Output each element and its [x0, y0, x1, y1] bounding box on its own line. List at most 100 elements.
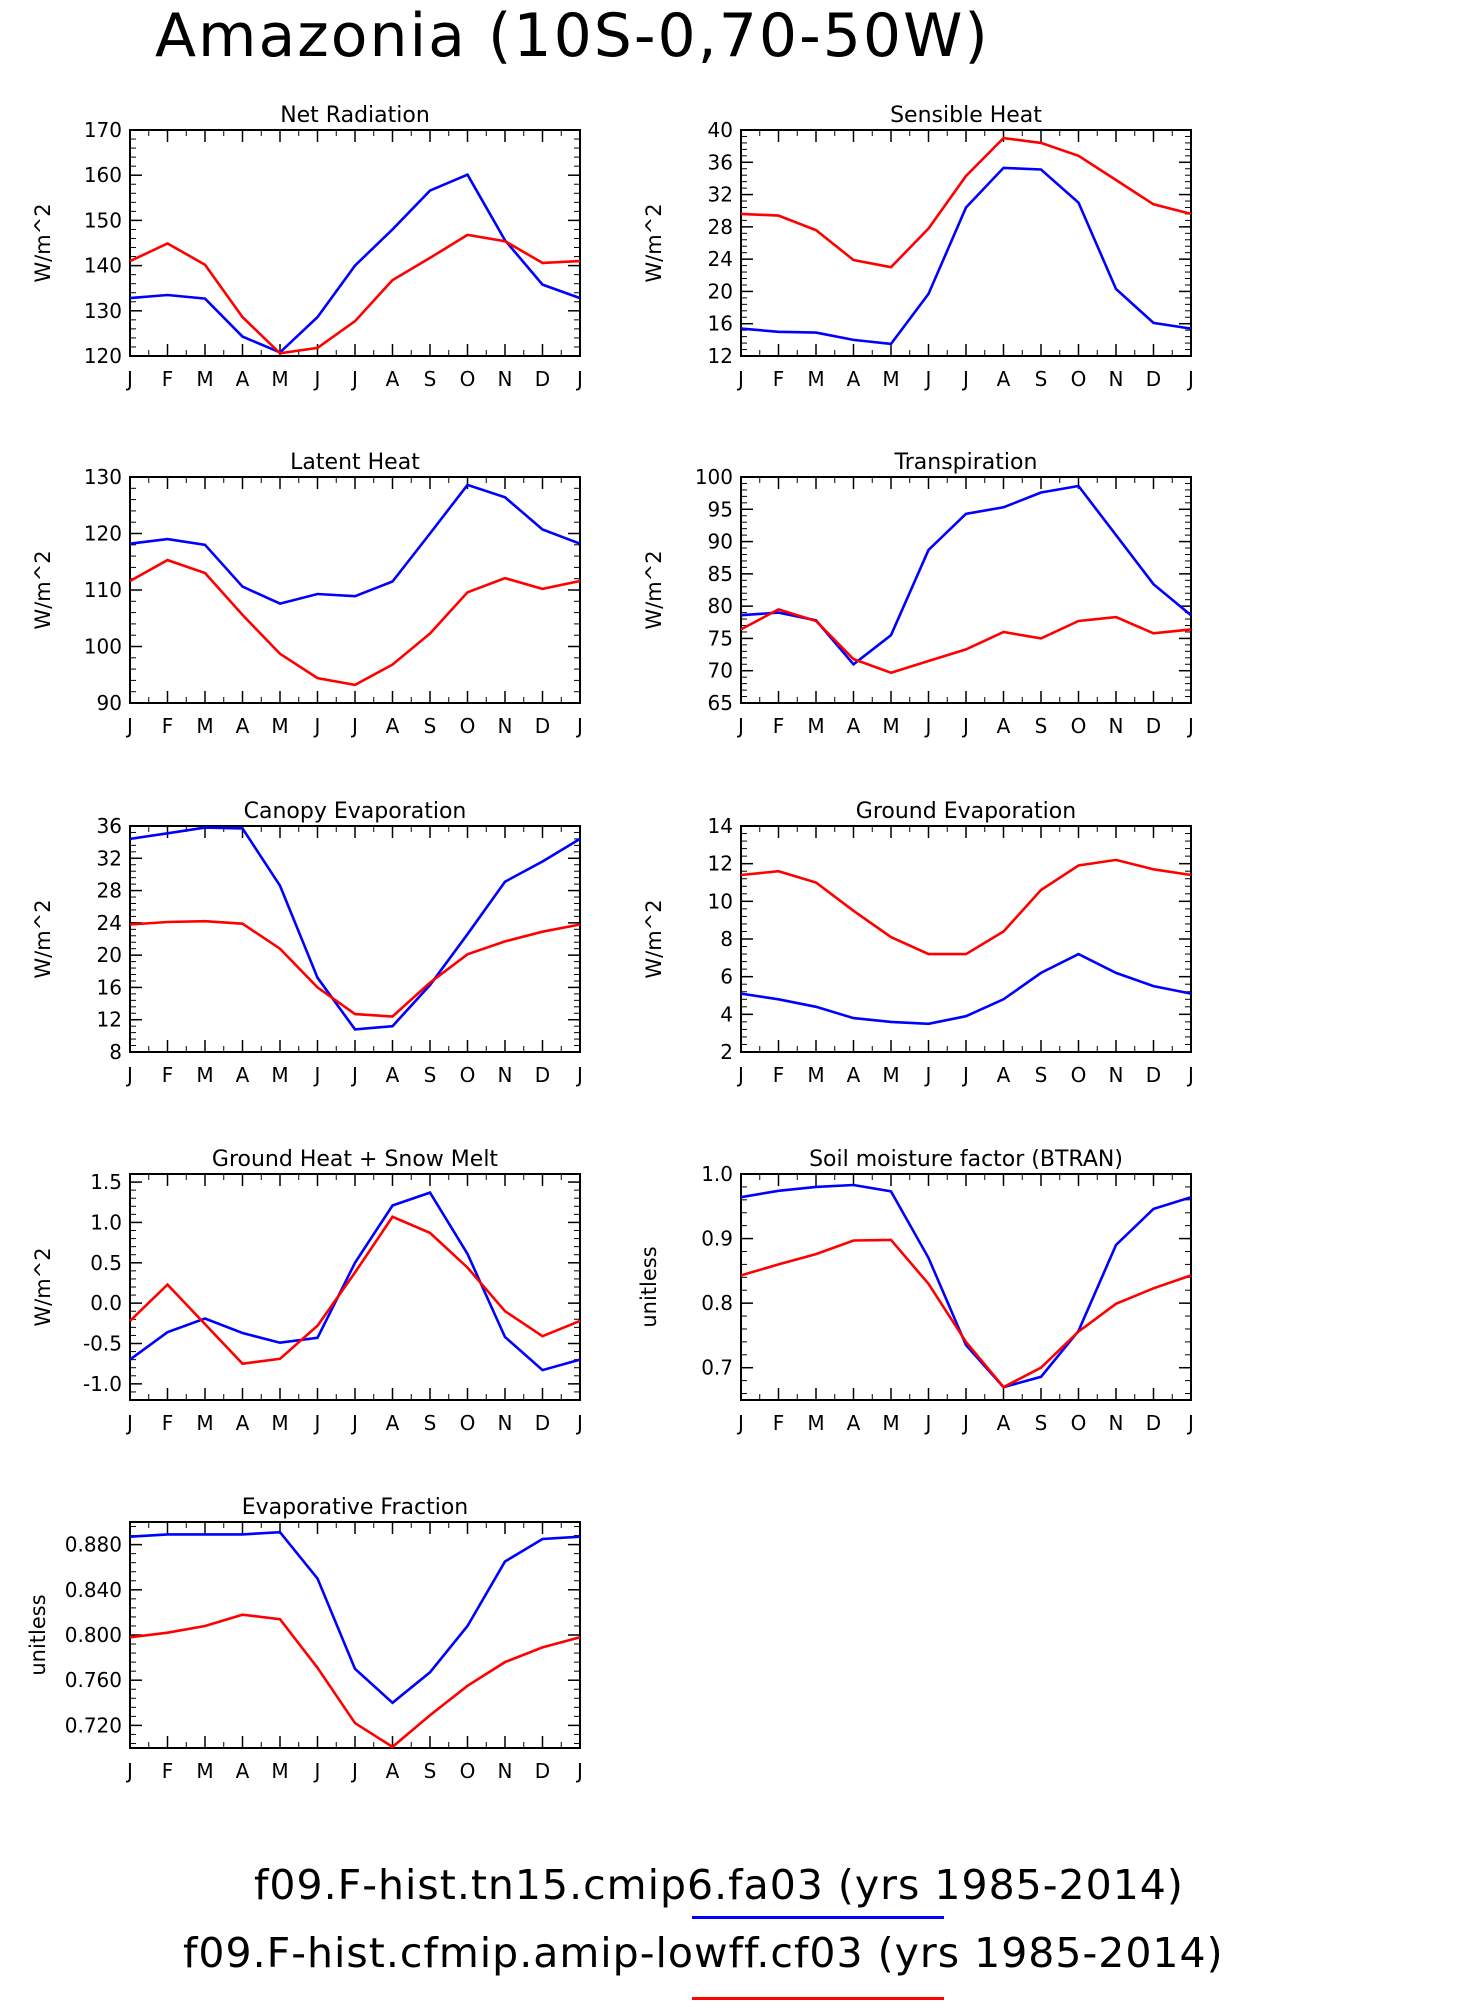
series-line-blue — [129, 483, 581, 605]
y-tick-label: 0.9 — [701, 1227, 733, 1251]
series-line-blue — [129, 173, 581, 354]
x-tick-label: O — [1071, 1411, 1087, 1435]
y-tick-label: 0.720 — [65, 1713, 122, 1737]
x-tick-label: J — [350, 714, 358, 738]
x-tick-label: F — [773, 1411, 785, 1435]
x-tick-label: S — [424, 1063, 437, 1087]
x-tick-label: J — [575, 1759, 583, 1783]
series-line-red — [129, 1215, 581, 1366]
y-tick-label: 32 — [97, 846, 122, 870]
y-tick-label: 24 — [97, 911, 122, 935]
y-axis-label: unitless — [26, 1594, 50, 1675]
y-tick-label: 12 — [708, 344, 733, 368]
y-tick-label: 90 — [97, 691, 122, 715]
x-tick-label: M — [271, 1759, 288, 1783]
plot-frame — [740, 129, 1192, 357]
y-tick-label: 28 — [97, 879, 122, 903]
x-tick-label: D — [535, 714, 550, 738]
x-tick-label: N — [498, 1411, 513, 1435]
x-tick-label: M — [271, 1411, 288, 1435]
x-tick-label: A — [386, 367, 400, 391]
x-tick-label: M — [196, 1759, 213, 1783]
x-tick-label: J — [575, 367, 583, 391]
series-line-red — [740, 136, 1192, 269]
x-tick-label: A — [847, 714, 861, 738]
y-axis-label: unitless — [637, 1246, 661, 1327]
y-tick-label: 110 — [84, 578, 122, 602]
x-tick-label: J — [575, 1411, 583, 1435]
x-tick-label: S — [424, 1759, 437, 1783]
x-tick-label: M — [807, 1063, 824, 1087]
x-tick-label: M — [882, 1411, 899, 1435]
y-tick-label: 130 — [84, 465, 122, 489]
x-tick-label: N — [1109, 1411, 1124, 1435]
panel-title: Net Radiation — [280, 103, 430, 128]
x-tick-label: A — [847, 367, 861, 391]
x-tick-label: A — [997, 367, 1011, 391]
x-tick-label: J — [924, 1411, 932, 1435]
y-tick-label: 20 — [708, 279, 733, 303]
x-tick-label: A — [386, 1411, 400, 1435]
x-tick-label: D — [535, 367, 550, 391]
x-tick-label: J — [961, 367, 969, 391]
x-tick-label: J — [350, 1063, 358, 1087]
y-tick-label: 1.0 — [90, 1210, 122, 1234]
x-tick-label: F — [162, 714, 174, 738]
y-tick-label: 85 — [708, 562, 733, 586]
x-tick-label: D — [1146, 714, 1161, 738]
panel-title: Canopy Evaporation — [244, 799, 467, 824]
legend-line-blue — [692, 1916, 944, 1919]
y-tick-label: 90 — [708, 530, 733, 554]
x-tick-label: O — [460, 714, 476, 738]
y-tick-label: 140 — [84, 254, 122, 278]
y-tick-label: 70 — [708, 659, 733, 683]
y-tick-label: 10 — [708, 889, 733, 913]
x-tick-label: J — [1186, 714, 1194, 738]
y-tick-label: 40 — [708, 118, 733, 142]
x-tick-label: O — [460, 1759, 476, 1783]
x-tick-label: D — [1146, 1063, 1161, 1087]
plot-frame — [129, 476, 581, 704]
x-tick-label: O — [1071, 367, 1087, 391]
x-tick-label: S — [424, 714, 437, 738]
y-tick-label: 12 — [708, 852, 733, 876]
panel-title: Evaporative Fraction — [242, 1495, 468, 1520]
x-tick-label: J — [313, 1759, 321, 1783]
plot-frame — [129, 1173, 581, 1401]
y-tick-label: -1.0 — [83, 1372, 122, 1396]
x-tick-label: S — [1035, 1411, 1048, 1435]
y-tick-label: 24 — [708, 247, 733, 271]
x-tick-label: D — [535, 1411, 550, 1435]
x-tick-label: A — [997, 714, 1011, 738]
y-tick-label: 12 — [97, 1008, 122, 1032]
y-axis-label: W/m^2 — [642, 550, 666, 629]
y-tick-label: 1.0 — [701, 1162, 733, 1186]
x-tick-label: A — [386, 1063, 400, 1087]
x-tick-label: J — [313, 1411, 321, 1435]
x-tick-label: A — [236, 714, 250, 738]
chart-panel-6: J F M A M J J A S O N D J-1.0-0.50.00.51.01.5Ground … — [31, 1147, 583, 1435]
x-tick-label: J — [125, 367, 133, 391]
series-line-blue — [129, 1191, 581, 1372]
x-tick-label: N — [498, 1759, 513, 1783]
y-tick-label: 36 — [97, 814, 122, 838]
x-tick-label: A — [386, 1759, 400, 1783]
panel-title: Sensible Heat — [890, 103, 1042, 128]
series-line-blue — [129, 826, 581, 1031]
x-tick-label: S — [1035, 714, 1048, 738]
y-tick-label: 32 — [708, 183, 733, 207]
legend: f09.F-hist.tn15.cmip6.fa03 (yrs 1985-201… — [0, 1840, 1459, 2001]
y-tick-label: 0.800 — [65, 1623, 122, 1647]
x-tick-label: J — [350, 367, 358, 391]
x-tick-label: J — [961, 714, 969, 738]
x-tick-label: A — [236, 367, 250, 391]
x-tick-label: O — [460, 1063, 476, 1087]
series-line-red — [740, 858, 1192, 956]
y-tick-label: 8 — [109, 1040, 122, 1064]
x-tick-label: M — [196, 1411, 213, 1435]
series-line-red — [740, 1238, 1192, 1389]
x-tick-label: A — [236, 1759, 250, 1783]
panel-title: Latent Heat — [290, 450, 420, 475]
